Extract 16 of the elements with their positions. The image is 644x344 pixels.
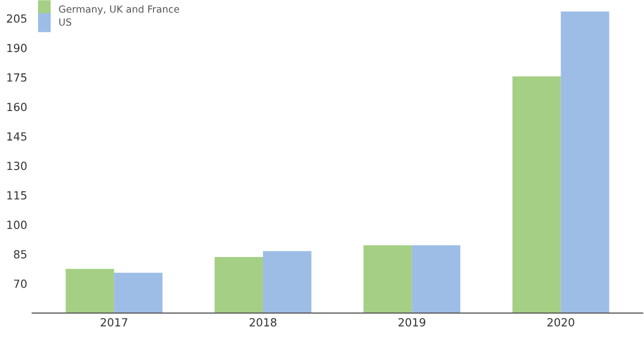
y-tick-label: 85 bbox=[14, 250, 26, 258]
y-tick-label: 190 bbox=[7, 44, 27, 52]
y-tick-label: 100 bbox=[7, 220, 27, 230]
y-tick-label: 130 bbox=[7, 162, 27, 170]
x-tick-label: 2019 bbox=[398, 318, 426, 326]
y-tick-label: 115 bbox=[7, 191, 26, 200]
legend-label: Germany, UK and France bbox=[58, 5, 180, 15]
y-tick-label: 70 bbox=[14, 280, 27, 288]
legend-label: US bbox=[59, 18, 72, 26]
x-tick-label: 2018 bbox=[250, 318, 276, 326]
y-tick-label: 160 bbox=[7, 102, 27, 112]
y-tick-label: 145 bbox=[7, 132, 26, 141]
y-tick-label: 175 bbox=[7, 73, 26, 82]
y-tick-label: 205 bbox=[6, 14, 26, 23]
x-tick-label: 2020 bbox=[547, 318, 574, 326]
x-tick-label: 2017 bbox=[100, 318, 128, 326]
